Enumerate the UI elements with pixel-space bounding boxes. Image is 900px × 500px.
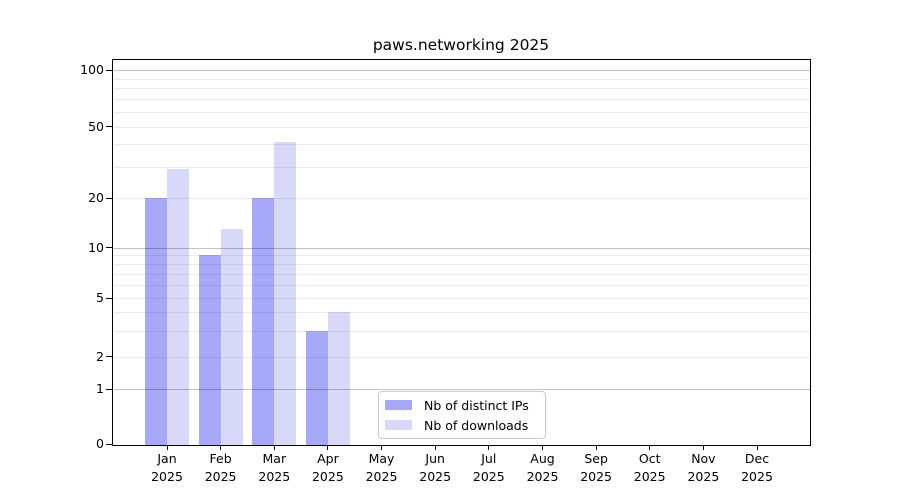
y-tick-mark (106, 388, 112, 390)
bar-downloads-jan (167, 169, 189, 445)
x-tick-label-jul: Jul 2025 (472, 451, 505, 484)
legend-swatch-downloads (385, 420, 412, 430)
x-tick-mark (756, 445, 758, 450)
y-tick-mark (106, 297, 112, 299)
plot-area: Nb of distinct IPs Nb of downloads (112, 59, 811, 446)
legend-label-distinct-ips: Nb of distinct IPs (424, 397, 529, 413)
bar-downloads-feb (220, 229, 243, 445)
y-tick-label: 0 (96, 436, 104, 451)
x-tick-mark (273, 445, 275, 450)
x-tick-label-may: May 2025 (365, 451, 398, 484)
bar-distinct-ips-feb (198, 255, 221, 445)
x-tick-label-dec: Dec 2025 (741, 451, 773, 484)
x-tick-label-feb: Feb 2025 (204, 451, 237, 484)
legend-item-downloads: Nb of downloads (385, 418, 537, 433)
y-tick-mark (106, 197, 112, 199)
legend-swatch-distinct-ips (385, 400, 412, 410)
y-tick-label: 10 (88, 239, 104, 255)
x-tick-label-oct: Oct 2025 (633, 451, 666, 484)
x-tick-mark (434, 445, 436, 450)
y-tick-mark (106, 356, 112, 358)
x-tick-label-mar: Mar 2025 (258, 451, 291, 484)
y-tick-label: 50 (88, 118, 104, 134)
y-tick-label: 5 (96, 290, 104, 305)
bar-distinct-ips-mar (252, 198, 275, 445)
bar-downloads-apr (327, 312, 350, 445)
x-tick-mark (595, 445, 597, 450)
bar-downloads-mar (274, 142, 297, 445)
y-tick-mark (106, 443, 112, 445)
legend-item-distinct-ips: Nb of distinct IPs (385, 398, 537, 413)
x-tick-mark (166, 445, 168, 450)
y-tick-mark (106, 247, 112, 249)
x-tick-mark (327, 445, 329, 450)
x-tick-mark (381, 445, 382, 450)
x-tick-label-aug: Aug 2025 (526, 451, 559, 484)
legend: Nb of distinct IPs Nb of downloads (378, 391, 546, 439)
x-tick-label-apr: Apr 2025 (311, 451, 344, 484)
bar-distinct-ips-apr (305, 330, 328, 445)
y-tick-label: 100 (80, 62, 104, 77)
y-tick-mark (106, 69, 112, 71)
x-tick-mark (488, 445, 490, 450)
bar-distinct-ips-jan (145, 198, 167, 445)
y-tick-mark (106, 126, 112, 128)
x-tick-label-jun: Jun 2025 (419, 451, 452, 484)
legend-label-downloads: Nb of downloads (424, 417, 529, 433)
y-tick-label: 1 (96, 381, 104, 396)
x-tick-label-jan: Jan 2025 (151, 451, 183, 484)
x-tick-mark (220, 445, 222, 450)
y-tick-label: 20 (88, 190, 104, 206)
chart-title: paws.networking 2025 (372, 36, 550, 54)
x-tick-mark (702, 445, 704, 450)
x-tick-label-nov: Nov 2025 (687, 451, 720, 484)
y-tick-label: 2 (96, 348, 104, 364)
bars-layer (113, 60, 810, 445)
x-tick-mark (649, 445, 651, 450)
x-tick-label-sep: Sep 2025 (580, 451, 612, 484)
x-tick-mark (542, 445, 543, 450)
